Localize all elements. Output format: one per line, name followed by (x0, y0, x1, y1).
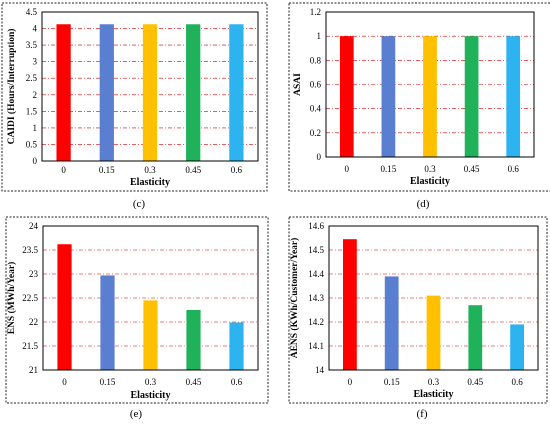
y-tick-label: 14.6 (308, 221, 324, 231)
chart-svg-d: 0 0.2 0.4 0.6 0.8 1 1.2 0 0.15 0.3 0.45 0.6 Elastici… (288, 2, 550, 192)
y-axis-label: CAIDI (Hours/Interruption) (6, 29, 17, 145)
x-tick-label: 0 (345, 164, 350, 174)
y-tick-label: 1 (317, 31, 322, 41)
y-tick-label: 3.5 (26, 40, 38, 50)
chart-panel-e: 21 21.5 22 22.5 23 23.5 24 0 0.15 0.3 0.45 0.6 Elast… (0, 213, 275, 426)
bar-0 (57, 244, 72, 370)
plot-area-border (42, 225, 259, 371)
bar-0.15 (100, 275, 115, 370)
bar-0 (56, 24, 71, 161)
y-tick-label: 23 (29, 269, 39, 279)
bar-0.3 (426, 295, 441, 370)
chart-svg-c: 0 0.5 1 1.5 2 2.5 3 3.5 4 4.5 0 0.15 0.3 0.45 0.6 Elast… (1, 2, 268, 192)
bar-0.6 (510, 324, 524, 370)
y-tick-label: 0.2 (310, 128, 321, 138)
y-tick-label: 14.1 (308, 341, 324, 351)
y-tick-label: 23.5 (22, 245, 38, 255)
plot-area-border (325, 11, 535, 158)
y-tick-label: 4.5 (26, 7, 38, 17)
bar-0.3 (142, 24, 158, 161)
bar-0.45 (186, 24, 201, 161)
y-tick-label: 3 (33, 57, 38, 67)
x-tick-label: 0 (61, 165, 66, 175)
panel-frame (1, 2, 268, 192)
x-axis-label: Elasticity (130, 177, 170, 188)
y-tick-label: 0.4 (310, 104, 322, 114)
x-tick-label: 0 (348, 377, 353, 387)
panel-caption-c: (c) (132, 198, 146, 210)
bar-0 (343, 239, 357, 370)
bar-0.6 (229, 322, 244, 370)
y-tick-label: 0.8 (310, 55, 322, 65)
y-tick-label: 21.5 (22, 341, 38, 351)
y-tick-label: 14.3 (308, 293, 324, 303)
y-axis-label: AENS (KWh/Customer/Year) (289, 238, 300, 359)
x-axis-label: Elasticity (414, 389, 454, 400)
x-tick-label: 0.15 (99, 165, 115, 175)
chart-panel-f: 14 14.1 14.2 14.3 14.4 14.5 14.6 0 0.15 0.3 0.45 0.… (275, 213, 550, 426)
bar-0.6 (229, 24, 244, 161)
y-tick-label: 0 (317, 152, 322, 162)
y-tick-label: 14.2 (308, 317, 324, 327)
y-tick-label: 4 (33, 24, 38, 34)
panel-frame (288, 2, 550, 192)
y-tick-label: 1 (33, 123, 38, 133)
x-tick-label: 0.6 (231, 165, 243, 175)
x-tick-label: 0.6 (231, 377, 243, 387)
panel-caption-d: (d) (416, 198, 430, 210)
y-tick-label: 14.4 (308, 269, 324, 279)
x-tick-label: 0.45 (185, 165, 201, 175)
panel-frame (288, 216, 548, 404)
bar-0.15 (381, 36, 396, 157)
chart-svg-e: 21 21.5 22 22.5 23 23.5 24 0 0.15 0.3 0.45 0.6 Elast… (5, 216, 269, 404)
y-axis-label: ENS (MWh/Year) (6, 262, 17, 335)
chart-panel-c: 0 0.5 1 1.5 2 2.5 3 3.5 4 4.5 0 0.15 0.3 0.45 0.6 Elast… (0, 0, 275, 213)
bar-0.3 (143, 300, 158, 370)
y-tick-label: 14.5 (308, 245, 324, 255)
bar-0.45 (186, 310, 201, 370)
y-tick-label: 21 (29, 365, 38, 375)
panel-caption-f: (f) (416, 408, 428, 420)
x-tick-label: 0.45 (464, 164, 480, 174)
x-tick-label: 0.3 (428, 377, 440, 387)
plot-area-border (328, 225, 539, 371)
x-tick-label: 0.15 (100, 377, 116, 387)
x-tick-label: 0.3 (424, 164, 436, 174)
bar-0 (339, 36, 354, 157)
bar-0.45 (468, 305, 483, 370)
x-tick-label: 0.3 (145, 377, 157, 387)
x-axis-label: Elasticity (131, 390, 171, 401)
x-tick-label: 0.3 (144, 165, 156, 175)
x-axis-label: Elasticity (410, 176, 450, 187)
x-tick-label: 0.15 (381, 164, 397, 174)
y-tick-label: 1.5 (26, 106, 38, 116)
panel-frame (5, 216, 269, 404)
x-tick-label: 0.6 (508, 164, 520, 174)
bar-0.15 (99, 24, 114, 161)
x-tick-label: 0.15 (384, 377, 400, 387)
y-tick-label: 0.5 (26, 139, 38, 149)
bar-0.45 (464, 36, 479, 157)
plot-area-border (41, 11, 259, 162)
chart-panel-d: 0 0.2 0.4 0.6 0.8 1 1.2 0 0.15 0.3 0.45 0.6 Elastici… (275, 0, 550, 213)
y-tick-label: 22.5 (22, 293, 38, 303)
y-tick-label: 1.2 (310, 7, 321, 17)
x-tick-label: 0.6 (511, 377, 523, 387)
bar-0.3 (423, 36, 437, 157)
x-tick-label: 0.45 (186, 377, 202, 387)
bar-0.15 (384, 276, 399, 370)
panel-caption-e: (e) (129, 408, 143, 420)
y-tick-label: 0.6 (310, 80, 322, 90)
bar-0.6 (506, 36, 521, 157)
x-tick-label: 0.45 (467, 377, 483, 387)
y-tick-label: 14 (315, 365, 325, 375)
y-tick-label: 22 (29, 317, 38, 327)
y-tick-label: 2.5 (26, 73, 38, 83)
y-axis-label: ASAI (293, 73, 303, 96)
x-tick-label: 0 (62, 377, 67, 387)
y-tick-label: 2 (33, 90, 38, 100)
y-tick-label: 24 (29, 221, 39, 231)
chart-svg-f: 14 14.1 14.2 14.3 14.4 14.5 14.6 0 0.15 0.3 0.45 0.… (288, 216, 548, 404)
y-tick-label: 0 (33, 156, 38, 166)
